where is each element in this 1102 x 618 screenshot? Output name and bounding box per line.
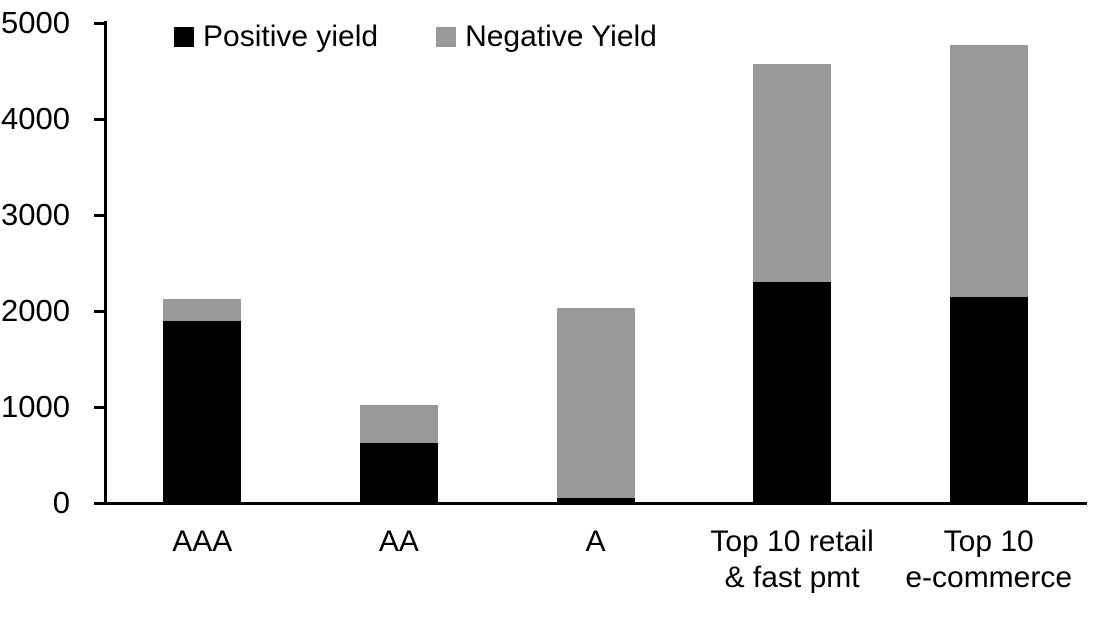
y-axis-tick: [94, 213, 104, 217]
y-axis-tick-label: 2000: [1, 293, 70, 328]
bar-segment: [359, 405, 438, 443]
bar-segment: [753, 282, 832, 503]
y-axis-tick: [94, 21, 104, 25]
y-axis-line: [104, 21, 107, 505]
bar-segment: [753, 64, 832, 283]
bar-segment: [163, 298, 242, 321]
legend-label-positive-yield: Positive yield: [203, 20, 379, 53]
bar-segment: [163, 320, 242, 503]
y-axis-tick-label: 0: [52, 485, 70, 520]
positive-yield-swatch-icon: [174, 27, 194, 47]
y-axis-tick: [94, 405, 104, 409]
x-axis-category-label: Top 10 retail & fast pmt: [710, 525, 874, 594]
x-axis-category-label: AA: [378, 525, 419, 558]
bar-segment: [949, 296, 1028, 503]
y-axis-tick: [94, 309, 104, 313]
negative-yield-swatch-icon: [436, 27, 457, 47]
legend-item-negative-yield: Negative Yield: [436, 22, 657, 52]
legend: Positive yield Negative Yield: [174, 22, 657, 52]
bar-segment: [556, 498, 635, 503]
bar-segment: [949, 45, 1028, 297]
y-axis-tick: [94, 501, 104, 505]
legend-label-negative-yield: Negative Yield: [465, 20, 657, 53]
y-axis-tick-label: 1000: [1, 389, 70, 424]
bar-segment: [359, 442, 438, 503]
y-axis-tick-label: 4000: [1, 101, 70, 136]
legend-item-positive-yield: Positive yield: [174, 22, 378, 52]
y-axis-tick-label: 5000: [1, 5, 70, 40]
bar-segment: [556, 308, 635, 499]
x-axis-category-label: A: [585, 525, 606, 558]
y-axis-tick: [94, 117, 104, 121]
x-axis-line: [104, 502, 1087, 505]
y-axis-tick-label: 3000: [1, 197, 70, 232]
x-axis-category-label: AAA: [172, 525, 233, 558]
x-axis-category-label: Top 10 e-commerce: [905, 525, 1073, 594]
